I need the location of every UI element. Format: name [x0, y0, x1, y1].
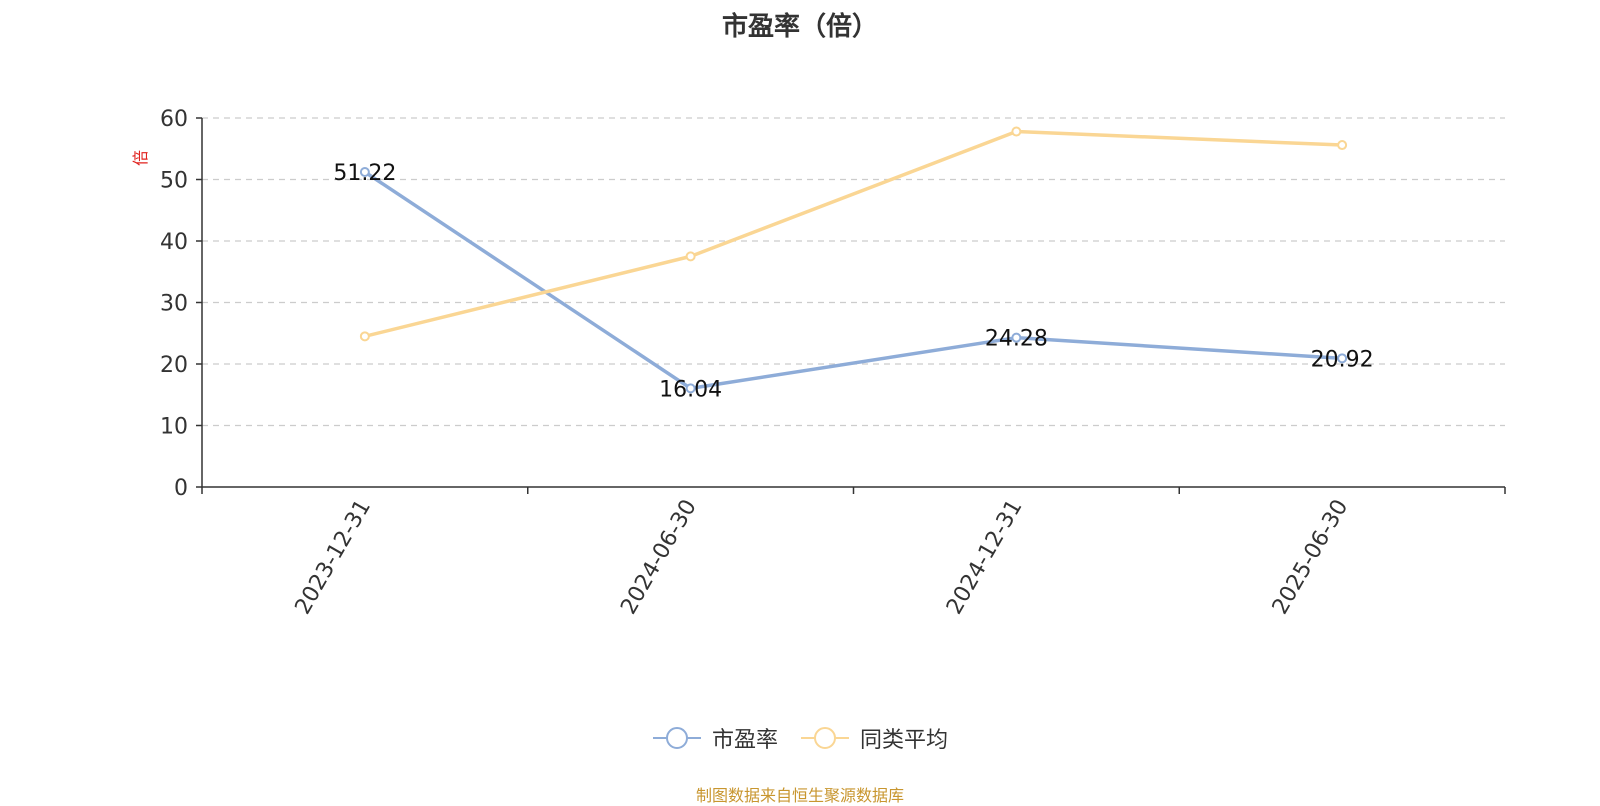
data-point: [359, 331, 370, 342]
x-tick-label: 2025-06-30: [1268, 496, 1354, 619]
legend-item[interactable]: 市盈率: [652, 722, 778, 754]
legend-label: 市盈率: [711, 728, 778, 753]
data-point: [1337, 140, 1348, 151]
y-tick-label: 0: [174, 476, 188, 501]
data-point: [685, 383, 696, 394]
x-tick-label: 2024-06-30: [616, 496, 702, 619]
legend-marker-icon: [801, 727, 849, 749]
y-tick-label: 20: [160, 353, 188, 378]
y-axis-label: 倍: [131, 150, 150, 166]
grid-lines: [202, 117, 1505, 427]
source-note: 制图数据来自恒生聚源数据库: [695, 786, 904, 805]
data-point: [359, 166, 370, 177]
data-point: [1011, 332, 1022, 343]
y-tick-label: 60: [160, 107, 188, 132]
legend-marker-icon: [652, 727, 701, 749]
data-point: [685, 251, 696, 262]
data-point: [1011, 126, 1022, 137]
data-label: 16.04: [659, 377, 722, 402]
chart-title: 市盈率（倍）: [721, 12, 878, 42]
y-tick-label: 30: [160, 292, 188, 317]
legend-item[interactable]: 同类平均: [800, 722, 948, 754]
data-labels: 51.22 16.04 24.28 20.92: [333, 161, 1373, 402]
series: [359, 126, 1348, 394]
data-label: 51.22: [333, 161, 396, 186]
legend: 市盈率 同类平均: [0, 722, 1600, 754]
y-tick-label: 10: [160, 415, 188, 440]
data-point: [1337, 353, 1348, 364]
series-line-1: [363, 170, 1343, 391]
y-tick-label: 50: [160, 169, 188, 194]
x-tick-label: 2024-12-31: [942, 496, 1028, 619]
x-tick-label: 2023-12-31: [290, 496, 376, 619]
data-label: 20.92: [1311, 347, 1374, 372]
y-tick-label: 40: [160, 230, 188, 255]
series-line-2: [364, 129, 1343, 339]
legend-label: 同类平均: [860, 728, 949, 753]
data-label: 24.28: [985, 327, 1048, 352]
